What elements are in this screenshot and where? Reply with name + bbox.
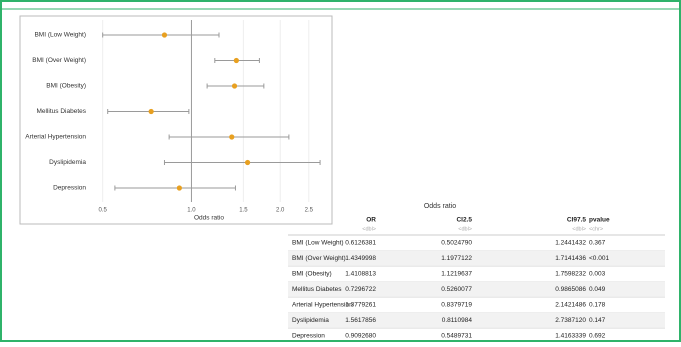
y-tick-label: Dyslipidemia — [49, 159, 86, 166]
column-type: <dbl> — [458, 226, 472, 232]
point — [161, 32, 168, 38]
x-tick-label: 2.0 — [276, 208, 285, 214]
x-tick-label: 2.5 — [305, 208, 314, 214]
row-name: BMI (Obesity) — [292, 271, 332, 278]
point — [176, 185, 182, 191]
cell: 1.4163339 — [555, 333, 586, 340]
cell: 0.7296722 — [345, 286, 376, 293]
point — [229, 134, 235, 140]
cell: 1.7141436 — [555, 255, 586, 262]
cell: 1.7598232 — [555, 271, 586, 278]
cell: 0.5024790 — [441, 240, 472, 247]
row-stripe — [288, 281, 665, 298]
cell: 0.367 — [589, 240, 606, 247]
row-name: Dyslipidemia — [292, 317, 329, 324]
cell: 0.692 — [589, 333, 606, 340]
cell: 1.5617856 — [345, 317, 376, 324]
row-stripe — [288, 312, 665, 329]
cell: 0.6126381 — [345, 240, 376, 247]
cell: 0.5489731 — [441, 333, 472, 340]
point — [233, 57, 239, 64]
column-header: CI2.5 — [456, 217, 472, 224]
column-header: CI97.5 — [567, 217, 587, 224]
cell: 0.049 — [589, 286, 606, 293]
x-axis-label: Odds ratio — [194, 215, 224, 222]
point — [244, 159, 251, 166]
cell: <0.001 — [589, 255, 609, 262]
x-tick-label: 0.5 — [99, 208, 108, 214]
y-tick-label: Depression — [53, 185, 86, 192]
row-name: Depression — [292, 333, 325, 340]
row-name: BMI (Low Weight) — [292, 240, 344, 247]
point — [148, 108, 154, 115]
y-tick-label: BMI (Obesity) — [46, 83, 86, 90]
y-tick-label: Arterial Hypertension — [25, 134, 86, 141]
cell: 0.8110984 — [442, 317, 473, 324]
x-tick-label: 1.0 — [187, 208, 196, 214]
column-header: pvalue — [589, 217, 610, 224]
plot-panel — [19, 15, 333, 225]
point — [231, 83, 238, 89]
row-name: Arterial Hypertension — [292, 302, 353, 309]
row-name: BMI (Over Weight) — [292, 255, 346, 262]
cell: 1.1219637 — [441, 271, 472, 278]
row-name: Mellitus Diabetes — [292, 286, 342, 293]
column-type: <dbl> — [572, 226, 586, 232]
cell: 2.1421486 — [555, 302, 586, 309]
cell: 1.2441432 — [555, 240, 586, 247]
cell: 1.4349998 — [345, 255, 376, 262]
cell: 1.4108813 — [345, 271, 376, 278]
y-tick-label: Mellitus Diabetes — [37, 108, 87, 115]
x-tick-label: 1.5 — [239, 208, 248, 214]
cell: 0.5260077 — [441, 286, 472, 293]
table-title: Odds ratio — [424, 203, 456, 210]
cell: 0.147 — [589, 317, 606, 324]
y-tick-label: BMI (Over Weight) — [32, 57, 86, 64]
column-header: OR — [366, 217, 376, 224]
cell: 1.1977122 — [441, 255, 472, 262]
cell: 0.178 — [589, 302, 606, 309]
cell: 2.7387120 — [555, 317, 586, 324]
row-stripe — [288, 250, 665, 267]
cell: 0.9865086 — [555, 286, 586, 293]
column-type: <chr> — [589, 226, 603, 232]
cell: 0.003 — [589, 271, 606, 278]
y-tick-label: BMI (Low Weight) — [34, 32, 86, 39]
cell: 0.8379719 — [441, 302, 472, 309]
column-type: <dbl> — [362, 226, 376, 232]
cell: 0.9092680 — [345, 333, 376, 340]
cell: 1.3779261 — [345, 302, 376, 309]
